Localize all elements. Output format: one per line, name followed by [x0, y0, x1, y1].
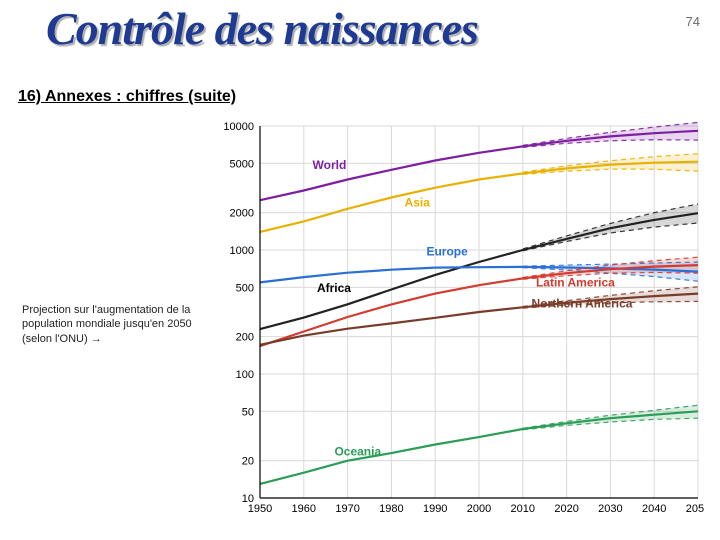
svg-text:1950: 1950: [248, 503, 272, 515]
svg-text:5000: 5000: [230, 158, 254, 170]
population-chart: 1020501002005001000200050001000019501960…: [214, 120, 704, 520]
svg-text:2050: 2050: [686, 503, 704, 515]
svg-text:2030: 2030: [598, 503, 622, 515]
svg-text:2020: 2020: [554, 503, 578, 515]
series-label-Africa: Africa: [317, 281, 351, 295]
svg-text:2010: 2010: [511, 503, 535, 515]
svg-text:20: 20: [242, 456, 254, 468]
page-number: 74: [686, 14, 700, 29]
svg-text:2000: 2000: [230, 208, 254, 220]
svg-text:2040: 2040: [642, 503, 666, 515]
svg-text:1970: 1970: [335, 503, 359, 515]
svg-text:1990: 1990: [423, 503, 447, 515]
svg-text:2000: 2000: [467, 503, 491, 515]
svg-text:1980: 1980: [379, 503, 403, 515]
svg-text:500: 500: [236, 282, 254, 294]
svg-text:1960: 1960: [292, 503, 316, 515]
svg-text:50: 50: [242, 406, 254, 418]
series-label-Oceania: Oceania: [334, 445, 381, 459]
svg-text:10000: 10000: [223, 121, 254, 133]
chart-caption: Projection sur l'augmentation de la popu…: [22, 303, 202, 346]
chart-svg: 1020501002005001000200050001000019501960…: [214, 120, 704, 520]
svg-text:1000: 1000: [230, 245, 254, 257]
svg-text:200: 200: [236, 332, 254, 344]
series-label-LatinAmerica: Latin America: [536, 275, 615, 289]
page-title: Contrôle des naissances: [46, 2, 478, 55]
section-header: 16) Annexes : chiffres (suite): [18, 88, 236, 106]
page-title-wrap: Contrôle des naissances: [46, 2, 478, 55]
series-label-Asia: Asia: [405, 195, 431, 209]
series-label-NorthernAmerica: Northern America: [532, 296, 633, 310]
series-label-Europe: Europe: [426, 245, 468, 259]
series-label-World: World: [313, 158, 347, 172]
svg-text:100: 100: [236, 369, 254, 381]
